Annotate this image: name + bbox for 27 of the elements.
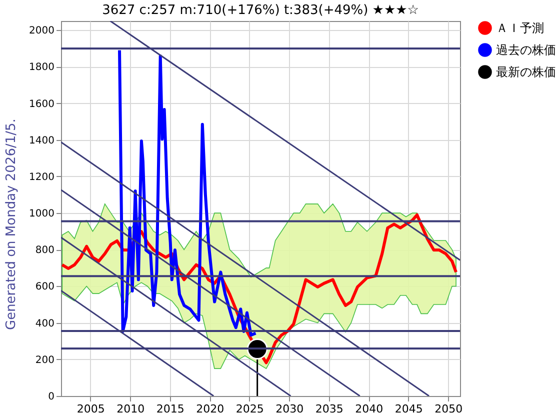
x-tick-label: 2025	[236, 402, 264, 416]
x-tick-label: 2030	[276, 402, 304, 416]
y-tick-label: 200	[35, 354, 54, 366]
x-tick-label: 2010	[116, 402, 145, 416]
x-tick-label: 2040	[355, 402, 384, 416]
x-tick-label: 2050	[434, 402, 463, 416]
x-tick-label: 2020	[196, 402, 224, 416]
y-tick-label: 1000	[29, 208, 54, 220]
text: Generated on Monday 2026/1/5.	[4, 118, 19, 330]
y-tick-label: 1400	[29, 135, 54, 146]
y-tick-label: 2000	[29, 26, 54, 37]
chart-title: 3627 c:257 m:710(+176%) t:383(+49%) ★★★☆	[102, 3, 419, 18]
x-tick-label: 2045	[394, 402, 423, 416]
y-tick-label: 800	[35, 245, 54, 256]
x-tick-label: 2035	[315, 402, 344, 416]
y-tick-label: 1800	[29, 62, 54, 74]
x-tick-label: 2015	[156, 402, 184, 416]
y-tick-label: 600	[35, 282, 54, 293]
y-tick-label: 1600	[29, 98, 54, 110]
line-series	[118, 48, 258, 337]
y-tick-label: 0	[48, 392, 54, 402]
legend-label: 過去の株価	[496, 43, 556, 57]
y-tick-label: 1200	[29, 172, 54, 183]
legend-label: 最新の株価	[496, 65, 556, 79]
legend-label: ＡＩ予測	[496, 21, 544, 35]
x-tick-label: 2005	[76, 402, 105, 416]
y-tick-label: 400	[35, 318, 54, 330]
